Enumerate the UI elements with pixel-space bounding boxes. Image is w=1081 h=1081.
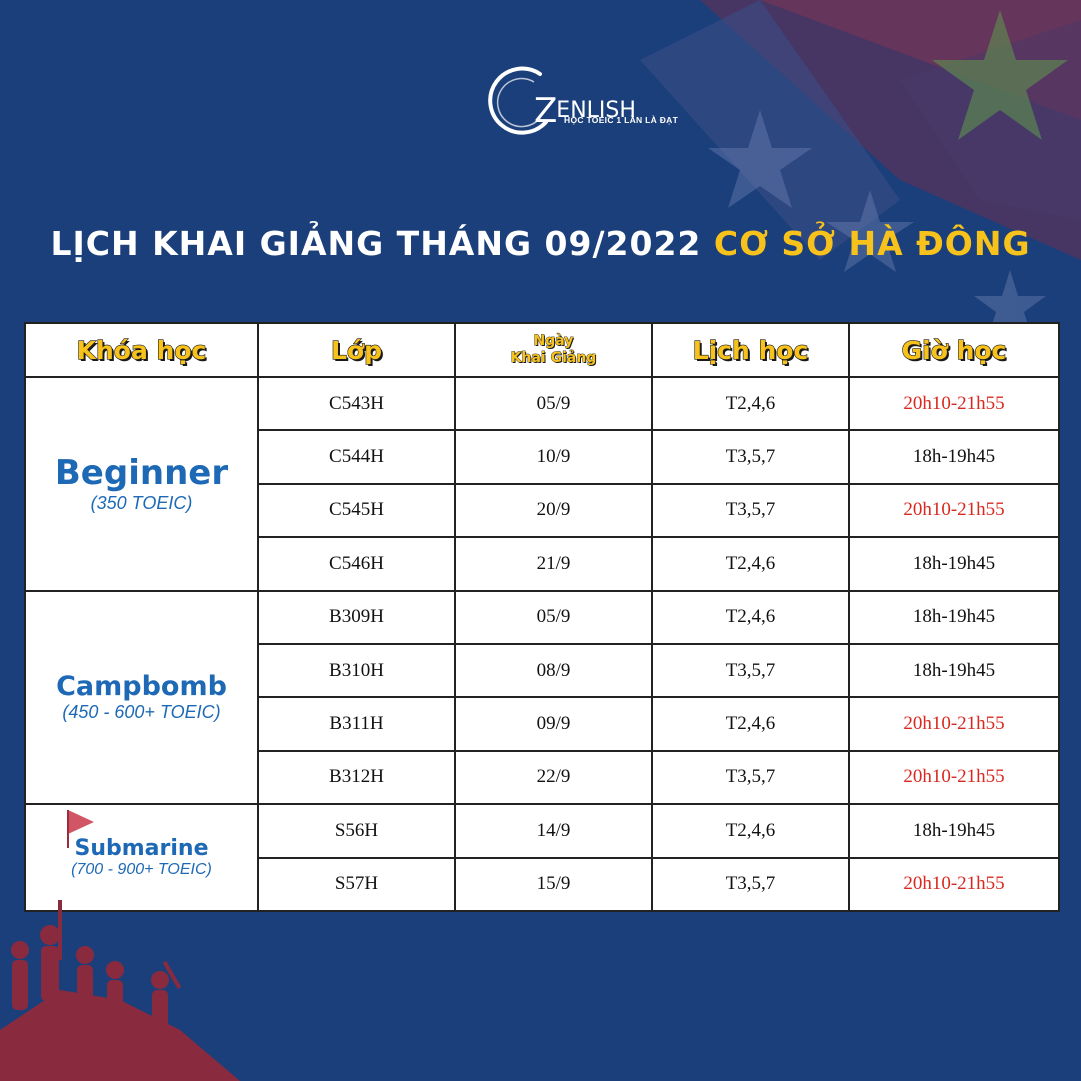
time-cell: 20h10-21h55 — [848, 749, 1060, 806]
class-cell: C544H — [257, 429, 456, 485]
class-cell: S56H — [257, 803, 456, 859]
page-title: LỊCH KHAI GIẢNG THÁNG 09/2022 CƠ SỞ HÀ Đ… — [0, 224, 1081, 263]
time-cell: 18h-19h45 — [848, 429, 1060, 485]
table-row: Submarine (700 - 900+ TOEIC) S56H 14/9 T… — [24, 803, 1060, 912]
course-campbomb: Campbomb (450 - 600+ TOEIC) — [24, 589, 259, 806]
start-cell: 14/9 — [454, 803, 653, 859]
days-cell: T3,5,7 — [651, 642, 850, 699]
table-row: B312H 22/9 T3,5,7 20h10-21h55 — [25, 749, 1060, 806]
time-cell: 20h10-21h55 — [848, 696, 1060, 752]
logo-tagline: HỌC TOEIC 1 LẦN LÀ ĐẠT — [564, 115, 679, 125]
class-cell: B312H — [257, 749, 456, 806]
flag-icon — [67, 810, 94, 848]
title-main: LỊCH KHAI GIẢNG THÁNG 09/2022 — [50, 224, 702, 263]
time-cell: 18h-19h45 — [848, 536, 1060, 592]
time-cell: 20h10-21h55 — [848, 482, 1060, 539]
days-cell: T3,5,7 — [651, 482, 850, 539]
table-row: Beginner (350 TOEIC) C543H 05/9 T2,4,6 2… — [24, 375, 1060, 592]
start-cell: 15/9 — [454, 856, 653, 913]
zenlish-logo: ZENLISH HỌC TOEIC 1 LẦN LÀ ĐẠT — [488, 62, 728, 142]
days-cell: T2,4,6 — [651, 696, 850, 752]
course-submarine: Submarine (700 - 900+ TOEIC) — [24, 803, 259, 912]
time-cell: 18h-19h45 — [848, 642, 1060, 699]
time-cell: 18h-19h45 — [848, 589, 1060, 645]
course-beginner: Beginner (350 TOEIC) — [24, 376, 259, 592]
logo-wordmark: ZENLISH — [534, 91, 636, 131]
days-cell: T3,5,7 — [651, 749, 850, 806]
class-cell: C545H — [257, 482, 456, 539]
start-cell: 05/9 — [454, 375, 653, 432]
class-cell: C543H — [257, 375, 456, 432]
title-location: CƠ SỞ HÀ ĐÔNG — [713, 224, 1031, 263]
header-schedule: Lịch học — [651, 322, 850, 378]
table-row: S57H 15/9 T3,5,7 20h10-21h55 — [25, 856, 1060, 913]
logo-ring-icon — [488, 66, 548, 135]
start-cell: 09/9 — [454, 696, 653, 752]
class-cell: B309H — [257, 589, 456, 645]
class-cell: S57H — [257, 856, 456, 913]
class-cell: B311H — [257, 696, 456, 752]
days-cell: T2,4,6 — [651, 589, 850, 645]
days-cell: T3,5,7 — [651, 856, 850, 913]
start-cell: 08/9 — [454, 642, 653, 699]
class-cell: C546H — [257, 536, 456, 592]
start-cell: 22/9 — [454, 749, 653, 806]
header-course: Khóa học — [24, 322, 259, 378]
days-cell: T2,4,6 — [651, 536, 850, 592]
class-cell: B310H — [257, 642, 456, 699]
climbers-silhouette-icon — [0, 900, 240, 1081]
table-row: C544H 10/9 T3,5,7 18h-19h45 — [25, 429, 1060, 485]
table-row: C546H 21/9 T2,4,6 18h-19h45 — [25, 536, 1060, 592]
header-class: Lớp — [257, 322, 456, 378]
start-cell: 05/9 — [454, 589, 653, 645]
days-cell: T3,5,7 — [651, 429, 850, 485]
start-cell: 10/9 — [454, 429, 653, 485]
days-cell: T2,4,6 — [651, 375, 850, 432]
green-star-decoration — [932, 10, 1068, 140]
start-cell: 21/9 — [454, 536, 653, 592]
header-start-date: Ngày Khai Giảng — [454, 322, 653, 378]
time-cell: 18h-19h45 — [848, 803, 1060, 859]
table-header-row: Khóa học Lớp Ngày Khai Giảng Lịch học Gi… — [24, 322, 1060, 378]
table-row: B310H 08/9 T3,5,7 18h-19h45 — [25, 642, 1060, 699]
schedule-table: Khóa học Lớp Ngày Khai Giảng Lịch học Gi… — [24, 322, 1060, 913]
header-time: Giờ học — [848, 322, 1060, 378]
table-row: Campbomb (450 - 600+ TOEIC) B309H 05/9 T… — [24, 589, 1060, 806]
table-row: C545H 20/9 T3,5,7 20h10-21h55 — [25, 482, 1060, 539]
start-cell: 20/9 — [454, 482, 653, 539]
days-cell: T2,4,6 — [651, 803, 850, 859]
table-row: B311H 09/9 T2,4,6 20h10-21h55 — [25, 696, 1060, 752]
time-cell: 20h10-21h55 — [848, 856, 1060, 913]
time-cell: 20h10-21h55 — [848, 375, 1060, 432]
